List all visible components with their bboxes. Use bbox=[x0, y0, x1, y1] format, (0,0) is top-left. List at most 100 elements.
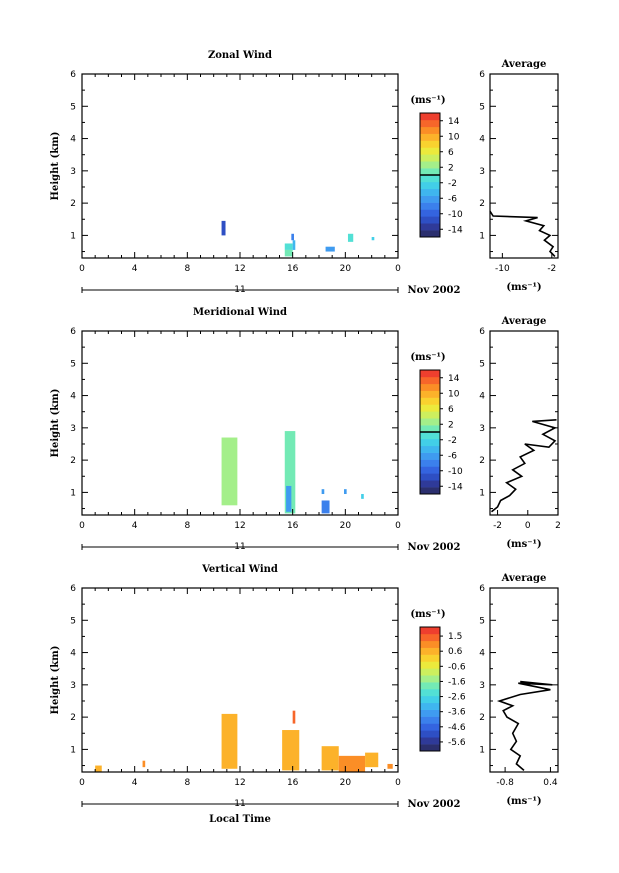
colorbar-swatch bbox=[420, 223, 440, 231]
y-axis-label: Height (km) bbox=[50, 389, 61, 458]
x-tick-label: 16 bbox=[287, 521, 299, 531]
average-y-tick-label: 4 bbox=[479, 135, 485, 145]
colorbar-swatch bbox=[420, 716, 440, 724]
data-cell bbox=[347, 233, 354, 242]
colorbar-swatch bbox=[420, 404, 440, 412]
colorbar-swatch bbox=[420, 702, 440, 710]
average-unit: (ms⁻¹) bbox=[506, 796, 541, 807]
colorbar-swatch bbox=[420, 397, 440, 405]
colorbar-swatch bbox=[420, 370, 440, 378]
data-cell bbox=[321, 489, 325, 495]
colorbar-swatch bbox=[420, 195, 440, 203]
colorbar-swatch bbox=[420, 661, 440, 669]
average-y-tick-label: 4 bbox=[479, 649, 485, 659]
average-y-tick-label: 5 bbox=[479, 102, 485, 112]
colorbar-tick-label: 10 bbox=[448, 389, 460, 399]
average-profile-line bbox=[490, 419, 558, 513]
average-y-tick-label: 2 bbox=[479, 199, 485, 209]
average-y-tick-label: 2 bbox=[479, 713, 485, 723]
data-cell bbox=[338, 755, 366, 772]
colorbar-swatch bbox=[420, 647, 440, 655]
colorbar-tick-label: 14 bbox=[448, 117, 460, 127]
average-y-tick-label: 6 bbox=[479, 327, 485, 337]
colorbar-unit: (ms⁻¹) bbox=[410, 352, 445, 363]
data-cell bbox=[361, 494, 364, 499]
colorbar-tick-label: -4.6 bbox=[448, 723, 466, 733]
colorbar-tick-label: -10 bbox=[448, 467, 463, 477]
colorbar-swatch bbox=[420, 133, 440, 141]
colorbar-swatch bbox=[420, 216, 440, 224]
y-tick-label: 1 bbox=[70, 745, 76, 755]
data-cell bbox=[292, 240, 296, 250]
data-cell bbox=[286, 485, 292, 512]
colorbar-swatch bbox=[420, 466, 440, 474]
colorbar-swatch bbox=[420, 627, 440, 635]
colorbar-swatch bbox=[420, 126, 440, 134]
average-unit: (ms⁻¹) bbox=[506, 282, 541, 293]
y-axis-label: Height (km) bbox=[50, 646, 61, 715]
x-tick-label: 4 bbox=[132, 521, 138, 531]
x-tick-label: 20 bbox=[340, 264, 352, 274]
data-cell bbox=[284, 431, 296, 514]
plot-frame bbox=[81, 73, 399, 259]
x-tick-label: 20 bbox=[340, 778, 352, 788]
colorbar-tick-label: -6 bbox=[448, 451, 457, 461]
data-cell bbox=[321, 500, 330, 514]
y-tick-label: 6 bbox=[70, 584, 76, 594]
colorbar-tick-label: -1.6 bbox=[448, 677, 466, 687]
colorbar-tick-label: -5.6 bbox=[448, 738, 466, 748]
data-cell bbox=[387, 763, 393, 769]
colorbar-swatch bbox=[420, 723, 440, 731]
colorbar-swatch bbox=[420, 390, 440, 398]
panel-title: Zonal Wind bbox=[208, 50, 272, 61]
x-tick-label: 12 bbox=[234, 521, 245, 531]
colorbar-swatch bbox=[420, 675, 440, 683]
colorbar-frame bbox=[419, 626, 441, 752]
colorbar-swatch bbox=[420, 119, 440, 128]
date-label: Nov 2002 bbox=[408, 799, 461, 810]
x-tick-label: 0 bbox=[79, 521, 85, 531]
colorbar-swatch bbox=[420, 432, 440, 440]
data-cell bbox=[321, 746, 339, 771]
y-tick-label: 3 bbox=[70, 424, 76, 434]
y-tick-label: 2 bbox=[70, 713, 76, 723]
colorbar-swatch bbox=[420, 161, 440, 169]
x-tick-label: 8 bbox=[184, 778, 190, 788]
y-tick-label: 6 bbox=[70, 70, 76, 80]
colorbar-swatch bbox=[420, 668, 440, 676]
data-cell bbox=[365, 752, 379, 768]
x-tick-label: 0 bbox=[79, 264, 85, 274]
average-unit: (ms⁻¹) bbox=[506, 539, 541, 550]
average-profile-line bbox=[496, 680, 553, 772]
date-label: Nov 2002 bbox=[408, 542, 461, 553]
average-frame bbox=[489, 73, 559, 259]
colorbar-tick-label: -2 bbox=[448, 179, 457, 189]
average-x-tick-label: -0.8 bbox=[496, 778, 514, 788]
y-tick-label: 4 bbox=[70, 649, 76, 659]
data-cell bbox=[221, 437, 238, 506]
average-x-tick-label: -2 bbox=[493, 521, 502, 531]
average-y-tick-label: 1 bbox=[479, 488, 485, 498]
average-x-tick-label: 0.4 bbox=[543, 778, 558, 788]
y-tick-label: 5 bbox=[70, 616, 76, 626]
average-y-tick-label: 1 bbox=[479, 745, 485, 755]
data-cell bbox=[284, 243, 293, 250]
colorbar-swatch bbox=[420, 425, 440, 433]
colorbar-tick-label: 2 bbox=[448, 420, 454, 430]
colorbar-swatch bbox=[420, 154, 440, 162]
colorbar-tick-label: -10 bbox=[448, 210, 463, 220]
x-tick-label: 0 bbox=[79, 778, 85, 788]
data-cell bbox=[371, 237, 375, 241]
plot-frame bbox=[81, 587, 399, 773]
colorbar-swatch bbox=[420, 376, 440, 385]
colorbar-swatch bbox=[420, 459, 440, 467]
colorbar-tick-label: -14 bbox=[448, 482, 463, 492]
x-tick-label: 12 bbox=[234, 778, 245, 788]
x-tick-label: 8 bbox=[184, 264, 190, 274]
data-cell bbox=[344, 489, 347, 495]
x-tick-label: 0 bbox=[395, 264, 401, 274]
y-tick-label: 5 bbox=[70, 359, 76, 369]
data-cell bbox=[221, 713, 238, 769]
colorbar-swatch bbox=[420, 480, 440, 488]
